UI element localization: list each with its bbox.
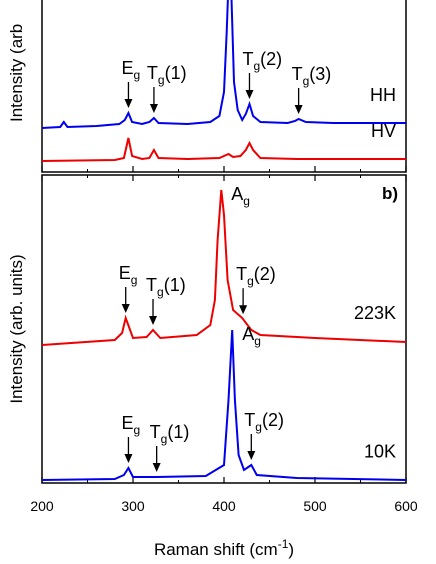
peak-label-sub: g — [157, 285, 164, 299]
arrow-head — [149, 316, 158, 325]
peak-label-sub: g — [133, 423, 140, 437]
peak-label: Eg — [121, 58, 140, 82]
peak-label: Tg(1) — [146, 275, 186, 299]
series-label: 223K — [354, 303, 396, 323]
arrow-head — [239, 305, 248, 315]
y-axis-label: Intensity (arb — [7, 24, 26, 122]
peak-label-suffix: (3) — [309, 64, 331, 84]
peak-label-text: T — [146, 275, 157, 295]
arrow-head — [247, 451, 256, 460]
peak-label-sub: g — [133, 68, 140, 82]
x-tick-label: 600 — [394, 498, 418, 514]
x-axis-label-sup: -1 — [278, 537, 289, 551]
peak-label-suffix: (1) — [165, 63, 187, 83]
series-label: HH — [370, 85, 396, 105]
peak-label-suffix: (1) — [164, 275, 186, 295]
arrow-head — [149, 104, 158, 113]
x-tick-label: 400 — [212, 498, 236, 514]
peak-label-text: T — [236, 264, 247, 284]
spectrum-line — [42, 137, 406, 162]
peak-label-text: E — [121, 58, 133, 78]
peak-label-text: A — [242, 324, 254, 344]
peak-label-sub: g — [243, 194, 250, 208]
plot-area — [42, 189, 406, 481]
peak-label-text: E — [121, 413, 133, 433]
peak-label-text: T — [244, 410, 255, 430]
peak-label: Ag — [242, 324, 261, 348]
peak-label-sub: g — [131, 273, 138, 287]
peak-label-suffix: (2) — [260, 49, 282, 69]
peak-label: Tg(1) — [150, 422, 190, 446]
panel-label: b) — [382, 184, 398, 203]
arrow-head — [124, 99, 133, 108]
peak-label-sub: g — [161, 432, 168, 446]
peak-label-text: T — [147, 63, 158, 83]
arrow-head — [124, 454, 133, 463]
peak-label-suffix: (2) — [262, 410, 284, 430]
peak-label-sub: g — [303, 74, 310, 88]
arrow-head — [245, 90, 254, 99]
arrow-head — [152, 463, 161, 472]
peak-label-text: E — [119, 263, 131, 283]
peak-label-sub: g — [255, 420, 262, 434]
peak-label-suffix: (1) — [167, 422, 189, 442]
peak-label: Eg — [121, 413, 140, 437]
peak-label-suffix: (2) — [254, 264, 276, 284]
arrow-head — [294, 105, 303, 114]
y-axis-label: Intensity (arb. units) — [7, 254, 26, 403]
peak-label-sub: g — [158, 73, 165, 87]
peak-label-sub: g — [253, 59, 260, 73]
peak-label-text: A — [231, 184, 243, 204]
peak-label: Eg — [119, 263, 138, 287]
x-axis-label-text: Raman shift (cm — [154, 540, 278, 559]
peak-label: Tg(2) — [242, 49, 282, 73]
peak-label-sub: g — [254, 334, 261, 348]
peak-label: Ag — [231, 184, 250, 208]
spectrum-line — [42, 329, 406, 481]
peak-label-text: T — [242, 49, 253, 69]
spectrum-line — [42, 189, 406, 346]
peak-label: Tg(2) — [244, 410, 284, 434]
peak-label: Tg(1) — [147, 63, 187, 87]
x-tick-label: 300 — [121, 498, 145, 514]
series-label: 10K — [364, 442, 396, 462]
spectrum-line — [42, 0, 406, 129]
x-tick-label: 500 — [303, 498, 327, 514]
arrow-head — [121, 304, 130, 313]
peak-label: Tg(2) — [236, 264, 276, 288]
x-axis-label-end: ) — [288, 540, 294, 559]
series-label: HV — [371, 121, 396, 141]
peak-label-text: T — [150, 422, 161, 442]
x-tick-label: 200 — [30, 498, 54, 514]
x-axis-label: Raman shift (cm-1) — [154, 537, 294, 559]
peak-label: Tg(3) — [292, 64, 332, 88]
plot-area — [42, 0, 406, 162]
peak-label-text: T — [292, 64, 303, 84]
peak-label-sub: g — [247, 274, 254, 288]
